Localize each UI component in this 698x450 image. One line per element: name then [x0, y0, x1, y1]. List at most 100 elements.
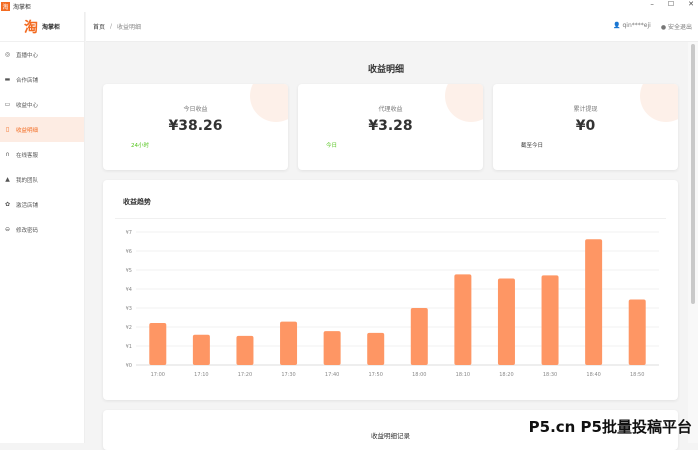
stat-sub: 截至今日 [521, 143, 544, 149]
lock-icon: ⊖ [4, 226, 11, 233]
user-icon: 👤 [613, 22, 621, 29]
x-tick-label: 18:20 [499, 372, 513, 378]
x-tick-label: 17:30 [281, 372, 295, 378]
stat-label: 代理收益 [378, 106, 403, 113]
sidebar-item-label: 收益中心 [16, 102, 39, 109]
y-tick-label: ¥6 [126, 249, 132, 255]
stat-card-withdrawn: 累计提现 ¥0 截至今日 [493, 84, 678, 170]
scrollbar[interactable] [688, 42, 698, 443]
stat-label: 今日收益 [183, 106, 208, 113]
user-icon: ▲ [5, 176, 10, 183]
scrollbar-thumb[interactable] [691, 44, 695, 304]
bar[interactable] [410, 308, 428, 365]
bar[interactable] [628, 299, 646, 365]
records-title: 收益明细记录 [371, 432, 410, 440]
y-tick-label: ¥3 [126, 306, 132, 312]
bar[interactable] [149, 323, 167, 365]
y-tick-label: ¥0 [126, 363, 132, 369]
bar[interactable] [323, 331, 341, 365]
sidebar-item-2[interactable]: ▭ 收益中心 [0, 92, 84, 117]
y-tick-label: ¥5 [126, 268, 132, 274]
breadcrumb-current: 收益明细 [117, 24, 142, 31]
bar[interactable] [497, 278, 515, 365]
chart-title: 收益趋势 [123, 198, 151, 206]
sidebar-item-label: 直播中心 [16, 52, 39, 59]
y-tick-label: ¥2 [126, 325, 132, 331]
monitor-icon: ▬ [4, 76, 11, 83]
logout-label: 安全退出 [667, 24, 692, 31]
sidebar-item-label: 合作店铺 [16, 77, 39, 84]
folder-icon: ▭ [4, 101, 11, 108]
x-tick-label: 18:30 [543, 372, 557, 378]
x-tick-label: 18:00 [412, 372, 426, 378]
page-title: 收益明细 [367, 65, 404, 75]
title-bar: 淘 淘掌柜 – ☐ ✕ [0, 0, 698, 12]
stat-value: ¥0 [575, 118, 596, 134]
bar[interactable] [367, 332, 385, 365]
x-tick-label: 18:10 [456, 372, 470, 378]
gear-icon: ✿ [4, 201, 11, 208]
sidebar-item-4[interactable]: ∩ 在线客服 [0, 142, 84, 167]
sidebar-item-label: 收益明细 [16, 127, 39, 134]
headset-icon: ∩ [5, 151, 10, 158]
sidebar-item-5[interactable]: ▲ 我的团队 [0, 167, 84, 192]
header: 首页 / 收益明细 👤 qin****eji ● 安全退出 [86, 12, 698, 42]
y-tick-label: ¥1 [126, 344, 132, 350]
chart-card: 收益趋势 ¥0 ¥1 ¥2 ¥3 ¥4 ¥5 ¥6 ¥7 17:00 17:10 17:20 17:3… [103, 180, 678, 400]
stat-sub: 24小时 [131, 143, 149, 149]
x-tick-label: 17:00 [151, 372, 165, 378]
y-tick-label: ¥4 [126, 287, 132, 293]
logout-button[interactable]: ● 安全退出 [661, 22, 692, 31]
bar[interactable] [192, 334, 210, 365]
bar[interactable] [454, 274, 472, 365]
brand: 淘 淘掌柜 [0, 12, 84, 42]
logout-icon: ● [660, 24, 667, 31]
close-button[interactable]: ✕ [688, 0, 694, 8]
sidebar-item-1[interactable]: ▬ 合作店铺 [0, 67, 84, 92]
sidebar-item-3[interactable]: ▯ 收益明细 [0, 117, 84, 142]
window-title: 淘掌柜 [13, 3, 32, 11]
brand-name: 淘掌柜 [41, 24, 60, 31]
breadcrumb-home[interactable]: 首页 [93, 24, 106, 31]
document-icon: ▯ [5, 126, 10, 133]
user-menu[interactable]: 👤 qin****eji [613, 22, 651, 31]
x-tick-label: 17:50 [368, 372, 382, 378]
sidebar-item-label: 我的团队 [16, 177, 39, 184]
bar[interactable] [541, 275, 559, 365]
bar-chart: ¥0 ¥1 ¥2 ¥3 ¥4 ¥5 ¥6 ¥7 17:00 17:10 17:20 17:30 17:4… [126, 230, 659, 378]
sidebar-item-label: 修改密码 [16, 227, 39, 234]
card-decoration [250, 84, 288, 122]
username: qin****eji [622, 22, 651, 29]
minimize-button[interactable]: – [650, 0, 654, 8]
target-icon: ◎ [4, 51, 11, 58]
stat-card-today: 今日收益 ¥38.26 24小时 [103, 84, 288, 170]
sidebar: 淘 淘掌柜 ◎ 直播中心 ▬ 合作店铺 ▭ 收益中心 ▯ 收益明细 ∩ 在线客服 ▲ 我的团队 ✿ 激活店… [0, 12, 85, 443]
maximize-button[interactable]: ☐ [667, 0, 675, 8]
brand-logo-icon: 淘 [23, 19, 38, 36]
x-tick-label: 18:40 [586, 372, 600, 378]
stat-sub: 今日 [326, 143, 338, 149]
y-tick-label: ¥7 [126, 230, 132, 236]
divider [115, 218, 666, 219]
x-tick-label: 17:40 [325, 372, 339, 378]
x-tick-label: 17:10 [194, 372, 208, 378]
sidebar-item-7[interactable]: ⊖ 修改密码 [0, 217, 84, 242]
stat-card-agent: 代理收益 ¥3.28 今日 [298, 84, 483, 170]
card-decoration [445, 84, 483, 122]
stat-label: 累计提现 [573, 106, 598, 113]
breadcrumb-separator: / [110, 23, 113, 30]
stat-value: ¥38.26 [168, 118, 223, 134]
bar[interactable] [585, 239, 603, 365]
stat-value: ¥3.28 [368, 118, 413, 134]
sidebar-item-0[interactable]: ◎ 直播中心 [0, 42, 84, 67]
app-logo-icon: 淘 [1, 1, 10, 11]
sidebar-item-6[interactable]: ✿ 激活店铺 [0, 192, 84, 217]
watermark: P5.cn P5批量投稿平台 [528, 418, 692, 436]
x-tick-label: 17:20 [238, 372, 252, 378]
x-tick-label: 18:50 [630, 372, 644, 378]
bar[interactable] [280, 321, 298, 365]
sidebar-item-label: 在线客服 [16, 152, 39, 159]
bar[interactable] [236, 335, 254, 365]
card-decoration [640, 84, 678, 122]
sidebar-item-label: 激活店铺 [16, 202, 39, 209]
